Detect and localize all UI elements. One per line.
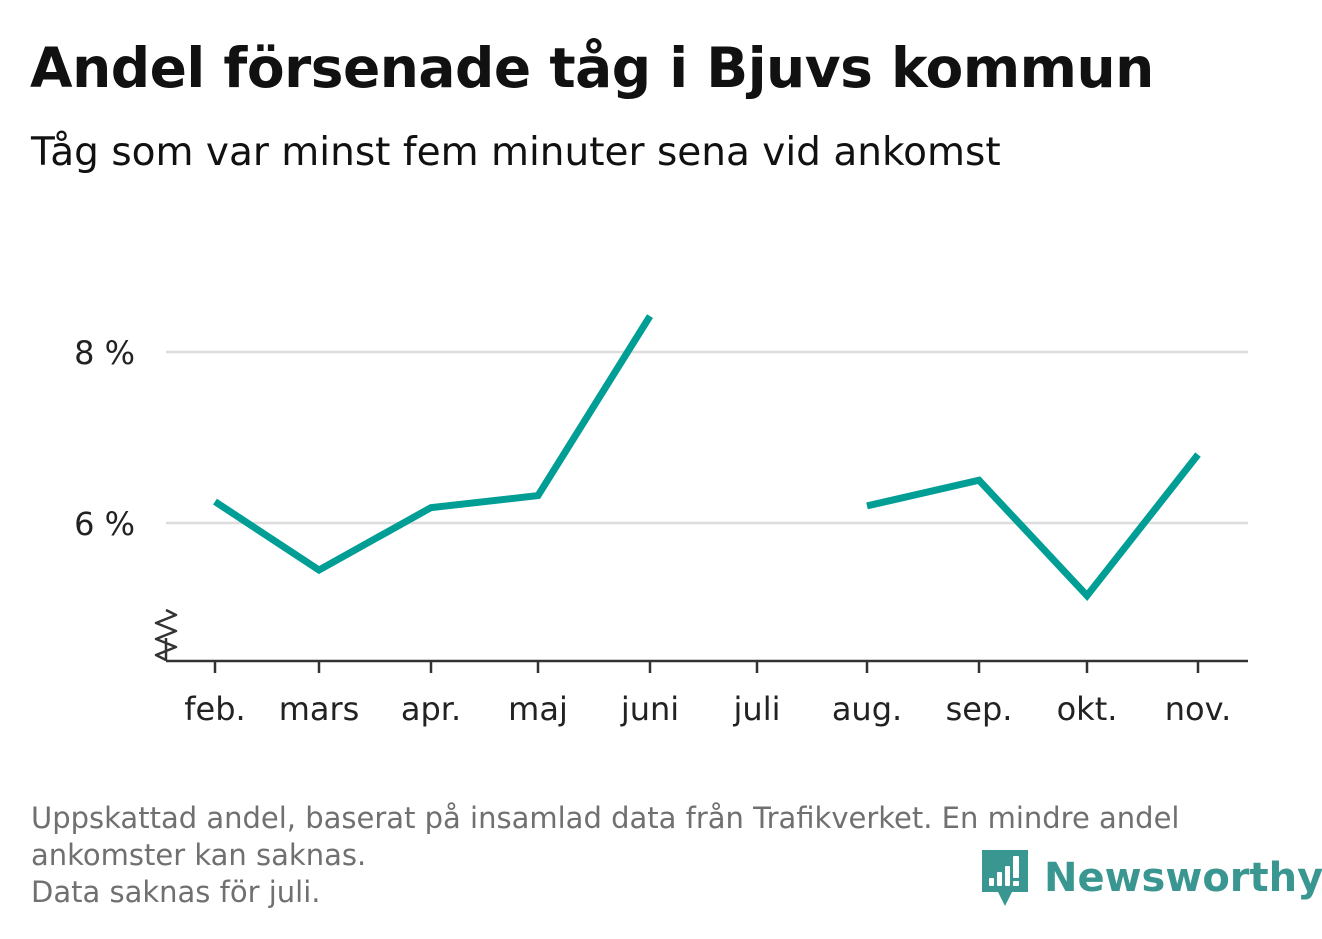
x-tick-label: sep. bbox=[946, 690, 1013, 728]
footnote-line-2: ankomster kan saknas. bbox=[31, 838, 367, 872]
footnote-line-1: Uppskattad andel, baserat på insamlad da… bbox=[31, 801, 1180, 835]
x-tick-label: apr. bbox=[401, 690, 461, 728]
footnote: Uppskattad andel, baserat på insamlad da… bbox=[31, 800, 1291, 911]
axis-break-icon bbox=[154, 608, 178, 662]
x-tick-label: feb. bbox=[184, 690, 245, 728]
line-chart: 6 % 8 % feb. mars apr. maj juni juli aug. sep. ok… bbox=[74, 314, 1248, 728]
x-tick-label: maj bbox=[508, 690, 568, 728]
y-axis-tick-labels: 6 % 8 % bbox=[74, 334, 135, 543]
series-lines bbox=[213, 314, 1201, 602]
series-line-segment bbox=[213, 314, 653, 575]
y-tick-label: 6 % bbox=[74, 505, 135, 543]
x-tick-label: nov. bbox=[1165, 690, 1231, 728]
y-tick-label: 8 % bbox=[74, 334, 135, 372]
series-line-segment bbox=[866, 452, 1201, 602]
gridlines bbox=[166, 350, 1248, 525]
x-tick-label: juli bbox=[733, 690, 781, 728]
x-tick-label: okt. bbox=[1057, 690, 1118, 728]
x-axis bbox=[154, 608, 1248, 663]
x-tick-label: juni bbox=[620, 690, 679, 728]
x-tick-label: mars bbox=[279, 690, 360, 728]
x-axis-ticks: feb. mars apr. maj juni juli aug. sep. okt. nov. bbox=[184, 661, 1231, 728]
bar-chart-speech-bubble-icon bbox=[982, 850, 1028, 906]
footnote-line-3: Data saknas för juli. bbox=[31, 875, 321, 909]
brand-name: Newsworthy bbox=[1044, 855, 1322, 901]
chart-title: Andel försenade tåg i Bjuvs kommun bbox=[30, 36, 1154, 100]
x-tick-label: aug. bbox=[832, 690, 902, 728]
newsworthy-logo: Newsworthy bbox=[980, 848, 1322, 908]
chart-subtitle: Tåg som var minst fem minuter sena vid a… bbox=[31, 130, 1001, 175]
